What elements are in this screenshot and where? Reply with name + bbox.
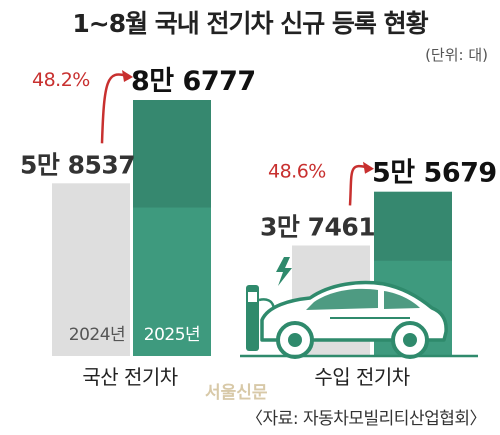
watermark-logo: 서울신문 [205,383,268,403]
unit-note: (단위: 대) [425,46,488,64]
value-label-2024: 3만 7461 [260,212,375,241]
chart-title: 1~8월 국내 전기차 신규 등록 현황 [72,9,428,38]
category-label: 국산 전기차 [82,365,177,389]
value-label-2024: 5만 8537 [20,150,135,179]
lightning-icon [276,257,292,286]
legend-2024: 2024년 [69,325,125,345]
category-label: 수입 전기차 [314,365,409,389]
source-note: 〈자료: 자동차모빌리티산업협회〉 [246,409,486,429]
growth-arrowhead [363,161,374,174]
growth-arrow [100,73,128,144]
growth-arrowhead [122,70,133,82]
legend-2025: 2025년 [144,325,200,345]
value-label-2025: 5만 5679 [372,158,497,189]
growth-arrow [348,164,369,206]
value-label-2025: 8만 6777 [131,66,256,97]
growth-label: 48.2% [32,69,90,91]
bar-2024 [52,183,130,356]
growth-label: 48.6% [268,161,326,183]
bar-2025-top [133,100,211,208]
ev-charging-illustration [240,257,478,359]
bar-2025-top [374,191,452,261]
